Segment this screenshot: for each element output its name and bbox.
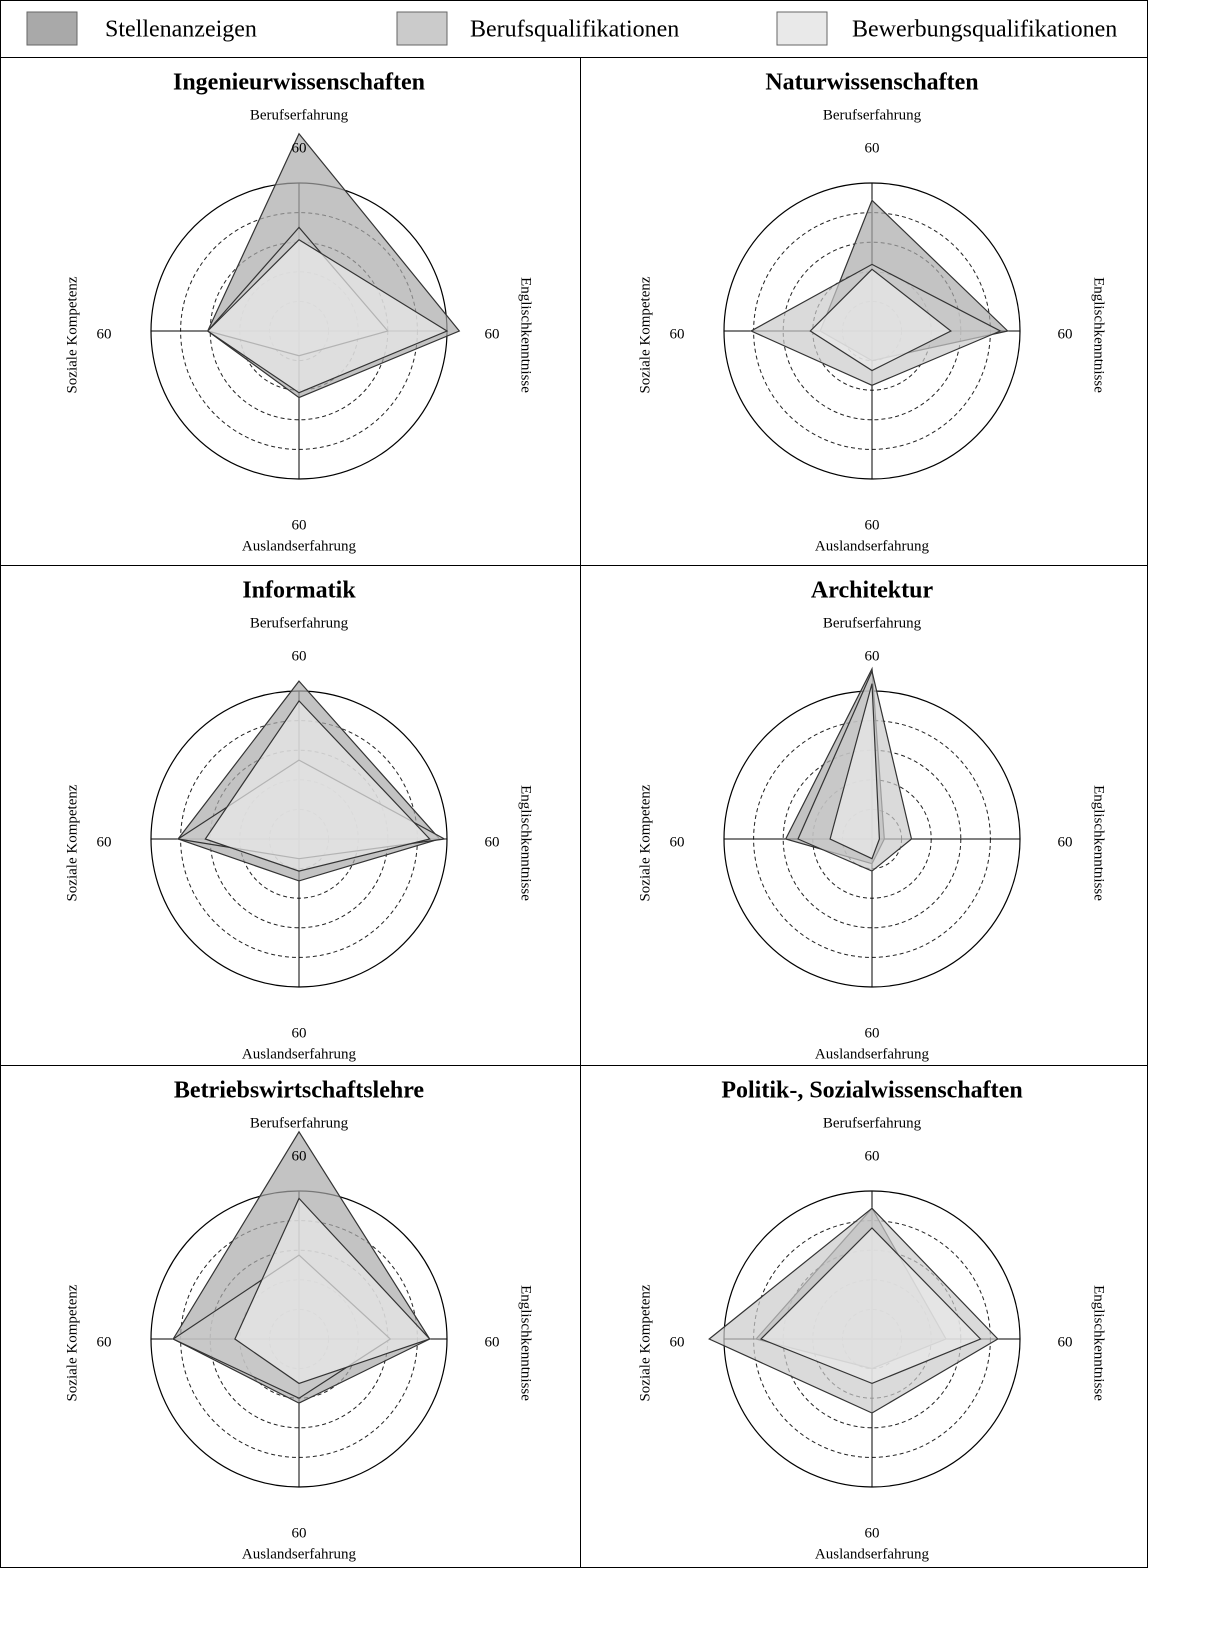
r-tick-label: 60 [670, 1334, 685, 1350]
axis-label: Berufserfahrung [823, 107, 922, 123]
axis-label: Soziale Kompetenz [637, 784, 653, 901]
axis-label: Berufserfahrung [250, 107, 349, 123]
axis-label: Soziale Kompetenz [637, 276, 653, 393]
legend-swatch [26, 11, 78, 46]
frame [0, 0, 1148, 1568]
axis-label: Soziale Kompetenz [637, 1284, 653, 1401]
axis-label: Auslandserfahrung [815, 1046, 930, 1062]
r-tick-label: 60 [865, 648, 880, 664]
axis-label: Englischkenntnisse [518, 785, 534, 901]
chart-title: Ingenieurwissenschaften [173, 70, 425, 96]
r-tick-label: 60 [292, 1148, 307, 1164]
chart-title: Informatik [242, 578, 356, 604]
axis-label: Berufserfahrung [250, 615, 349, 631]
axis-label: Auslandserfahrung [815, 1546, 930, 1562]
r-tick-label: 60 [670, 834, 685, 850]
axis-label: Englischkenntnisse [1091, 785, 1107, 901]
r-tick-label: 60 [97, 1334, 112, 1350]
chart-title: Naturwissenschaften [765, 70, 978, 96]
series-area [234, 1197, 431, 1385]
axis-label: Berufserfahrung [823, 1115, 922, 1131]
axis-label: Berufserfahrung [823, 615, 922, 631]
r-tick-label: 60 [485, 834, 500, 850]
legend-label: Stellenanzeigen [105, 17, 257, 43]
axis-label: Soziale Kompetenz [64, 784, 80, 901]
series-area [204, 699, 431, 872]
axis-label: Berufserfahrung [250, 1115, 349, 1131]
axis-label: Englischkenntnisse [1091, 277, 1107, 393]
series-area [829, 683, 881, 860]
axis-label: Auslandserfahrung [815, 538, 930, 554]
axis-label: Soziale Kompetenz [64, 1284, 80, 1401]
axis-label: Auslandserfahrung [242, 1046, 357, 1062]
r-tick-label: 60 [97, 834, 112, 850]
series-area [809, 268, 953, 372]
r-tick-label: 60 [485, 326, 500, 342]
r-tick-label: 60 [865, 1025, 880, 1041]
series-area [206, 238, 449, 394]
r-tick-label: 60 [670, 326, 685, 342]
axis-label: Englischkenntnisse [518, 277, 534, 393]
chart-title: Politik-, Sozialwissenschaften [721, 1078, 1022, 1104]
r-tick-label: 60 [865, 1148, 880, 1164]
axis-label: Auslandserfahrung [242, 538, 357, 554]
r-tick-label: 60 [485, 1334, 500, 1350]
r-tick-label: 60 [865, 517, 880, 533]
axis-label: Soziale Kompetenz [64, 276, 80, 393]
axis-label: Englischkenntnisse [518, 1285, 534, 1401]
r-tick-label: 60 [865, 140, 880, 156]
r-tick-label: 60 [1058, 326, 1073, 342]
r-tick-label: 60 [1058, 1334, 1073, 1350]
axis-label: Auslandserfahrung [242, 1546, 357, 1562]
r-tick-label: 60 [292, 1525, 307, 1541]
chart-title: Betriebswirtschaftslehre [174, 1078, 425, 1104]
r-tick-label: 60 [292, 1025, 307, 1041]
r-tick-label: 60 [292, 648, 307, 664]
r-tick-label: 60 [292, 517, 307, 533]
legend-label: Bewerbungsqualifikationen [852, 17, 1117, 43]
r-tick-label: 60 [97, 326, 112, 342]
legend-swatch [776, 11, 828, 46]
r-tick-label: 60 [865, 1525, 880, 1541]
legend-label: Berufsqualifikationen [470, 17, 679, 43]
r-tick-label: 60 [292, 140, 307, 156]
chart-title: Architektur [811, 578, 934, 604]
axis-label: Englischkenntnisse [1091, 1285, 1107, 1401]
r-tick-label: 60 [1058, 834, 1073, 850]
series-area [759, 1227, 982, 1385]
legend-swatch [396, 11, 448, 46]
